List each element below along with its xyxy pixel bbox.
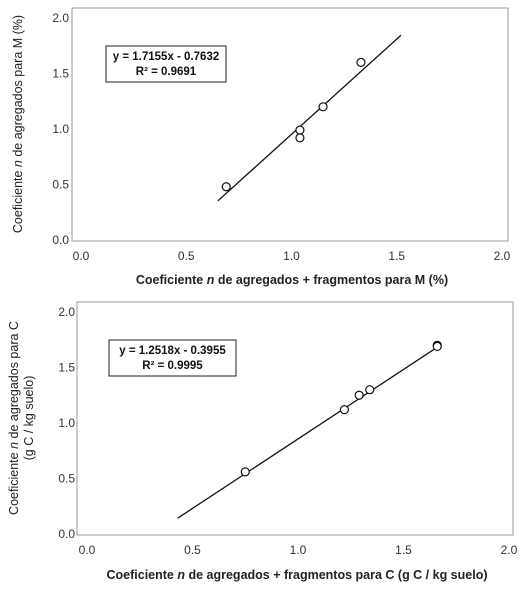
y-tick-label: 1.5	[58, 361, 75, 375]
data-point	[295, 125, 305, 135]
r-squared-label: R² = 0.9691	[136, 66, 197, 78]
x-tick-label: 1.0	[290, 543, 307, 557]
data-point	[318, 102, 328, 112]
y-tick-label: 2.0	[58, 305, 75, 319]
y-tick-label: 0.5	[58, 472, 75, 486]
x-tick-label: 0.5	[178, 249, 195, 263]
data-point	[339, 405, 350, 415]
chart-1: 0.0 0.5 1.0 1.5 2.0 0.0 0.5 1.0 1.5 2.0 Coeficient…	[11, 7, 511, 287]
regression-equation: y = 1.2518x - 0.3955	[119, 345, 226, 357]
y-tick-label: 0.5	[52, 178, 69, 192]
data-point	[295, 133, 305, 143]
x-tick-label: 0.0	[73, 249, 90, 263]
x-tick-label: 2.0	[501, 543, 518, 557]
equation-box: y = 1.7155x - 0.7632 R² = 0.9691	[105, 45, 227, 83]
y-tick-label: 1.0	[58, 416, 75, 430]
y-tick-label: 0.0	[52, 233, 69, 247]
plot-frame	[71, 7, 509, 242]
y-tick-label: 2.0	[52, 11, 69, 25]
regression-equation: y = 1.7155x - 0.7632	[113, 51, 219, 63]
x-tick-label: 1.0	[283, 249, 300, 263]
x-tick-label: 2.0	[494, 249, 511, 263]
x-tick-label: 1.5	[395, 543, 412, 557]
equation-box: y = 1.2518x - 0.3955 R² = 0.9995	[108, 339, 237, 377]
y-axis-label: Coeficiente n de agregados para M (%)	[11, 15, 25, 233]
x-axis-label: Coeficiente n de agregados + fragmentos …	[136, 273, 448, 287]
x-axis-label: Coeficiente n de agregados + fragmentos …	[107, 568, 488, 582]
data-point	[356, 57, 366, 68]
data-point	[240, 467, 250, 477]
y-axis-label: Coeficiente n de agregados para C	[7, 321, 21, 515]
y-tick-label: 1.0	[52, 122, 69, 136]
x-tick-label: 0.5	[184, 543, 201, 557]
y-tick-label: 1.5	[52, 67, 69, 81]
data-point	[365, 385, 375, 395]
r-squared-label: R² = 0.9995	[142, 360, 203, 372]
y-tick-label: 0.0	[58, 527, 75, 541]
chart-2: 0.0 0.5 1.0 1.5 2.0 0.0 0.5 1.0 1.5 2.0 Coeficient…	[7, 301, 518, 582]
x-tick-label: 1.5	[388, 249, 405, 263]
y-axis-label: (g C / kg suelo)	[22, 376, 36, 461]
data-point	[432, 341, 442, 352]
trendline	[177, 345, 440, 519]
plot-frame	[76, 301, 514, 536]
data-point	[354, 390, 364, 400]
data-point	[221, 182, 231, 192]
x-tick-label: 0.0	[79, 543, 96, 557]
trendline	[217, 34, 402, 202]
